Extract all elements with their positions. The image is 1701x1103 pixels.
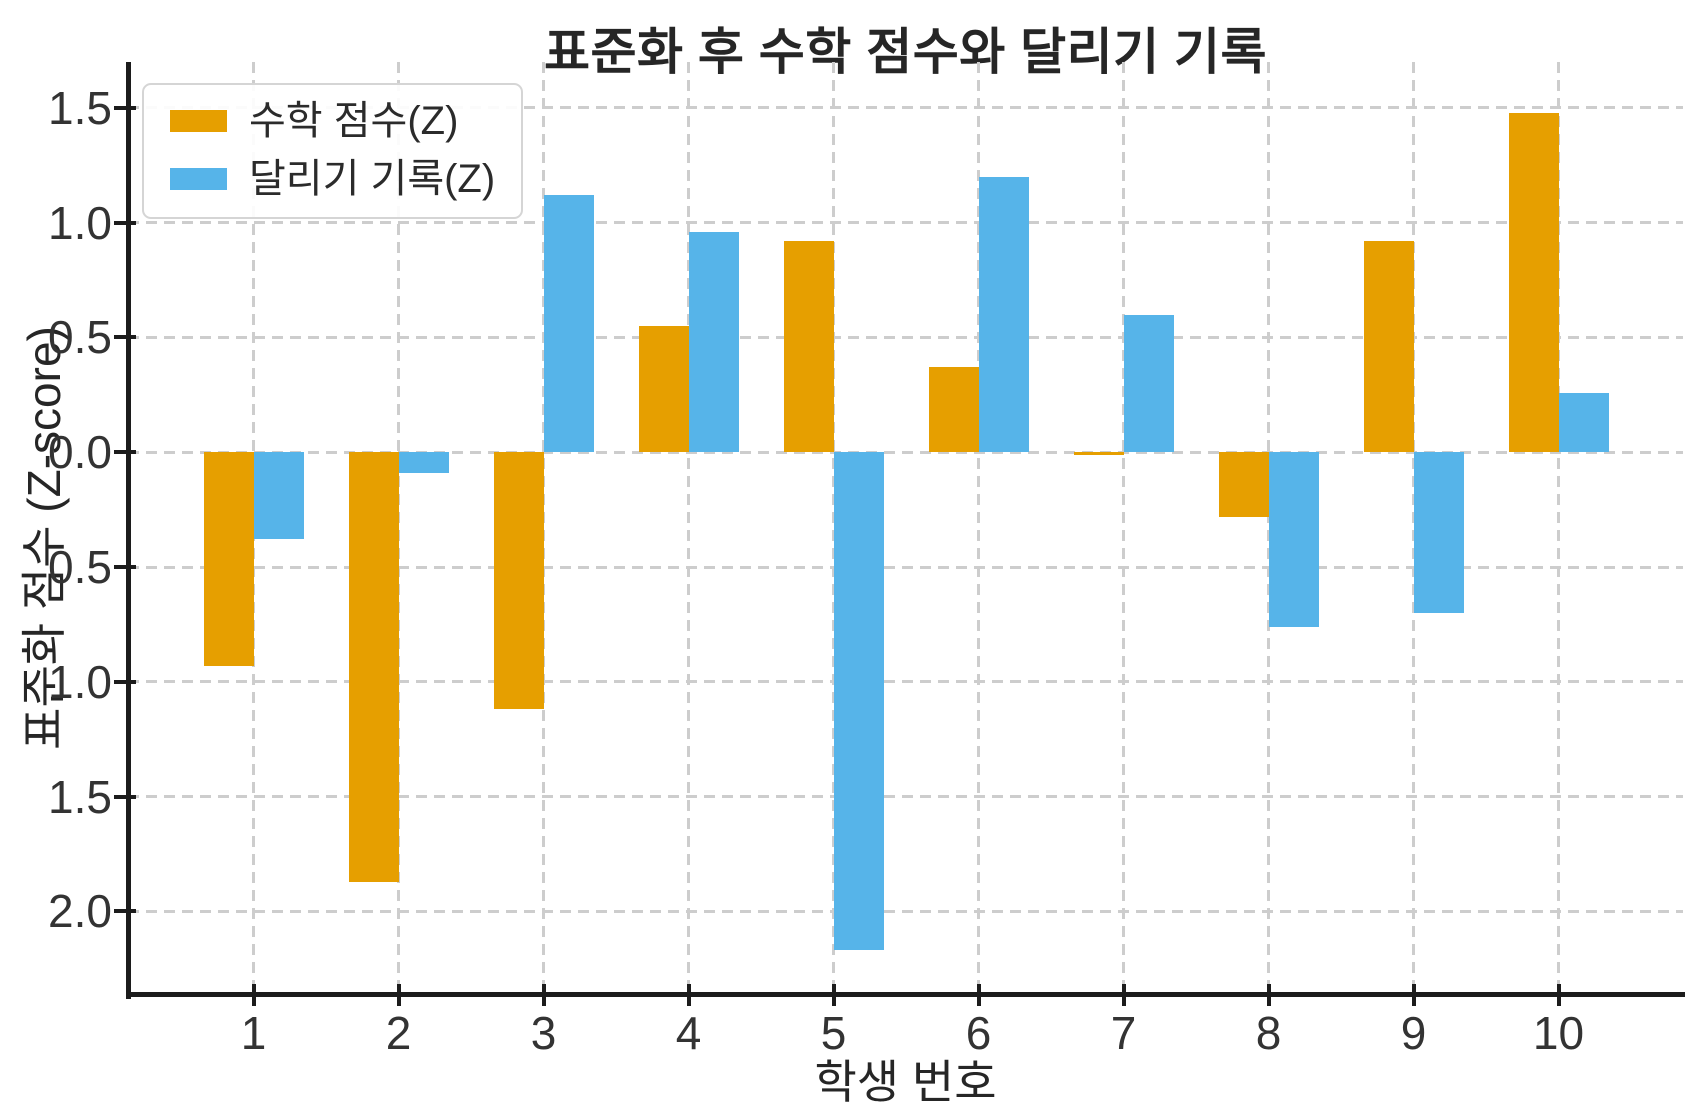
- bar-run-7: [1123, 314, 1174, 453]
- legend-item-math: 수학 점수(Z): [170, 99, 495, 143]
- x-tick-mark: [1266, 984, 1271, 1006]
- h-gridline: [128, 335, 1683, 339]
- h-gridline: [128, 450, 1683, 454]
- legend: 수학 점수(Z) 달리기 기록(Z): [142, 83, 524, 219]
- x-tick-label: 2: [385, 1007, 412, 1059]
- chart-title: 표준화 후 수학 점수와 달리기 기록: [544, 24, 1267, 80]
- x-tick-mark: [541, 984, 546, 1006]
- x-tick-mark: [686, 984, 691, 1006]
- plot-area: 1.5 1.0 0.5 0.0 0.5 1.0 1.5 2.0 1 2 3 4 5 6 7 8 9 10 수학 점…: [48, 62, 1685, 1056]
- legend-label-run: 달리기 기록(Z): [249, 157, 496, 201]
- x-tick-label: 10: [1532, 1007, 1585, 1059]
- x-tick-label: 1: [240, 1007, 267, 1059]
- y-tick-label: 0.5: [48, 311, 112, 364]
- x-tick-mark: [831, 984, 836, 1006]
- h-gridline: [128, 680, 1683, 684]
- h-gridline: [128, 106, 1683, 110]
- bar-math-8: [1218, 452, 1269, 517]
- bar-run-9: [1413, 452, 1464, 613]
- bar-math-5: [783, 241, 834, 453]
- x-tick-mark: [1411, 984, 1416, 1006]
- legend-label-math: 수학 점수(Z): [249, 99, 459, 143]
- v-gridline: [397, 62, 400, 994]
- x-tick-mark: [251, 984, 256, 1006]
- x-tick-label: 4: [675, 1007, 702, 1059]
- v-gridline: [1557, 62, 1560, 994]
- x-tick-label: 7: [1110, 1007, 1137, 1059]
- y-tick-mark: [114, 679, 136, 684]
- bar-run-2: [398, 452, 449, 473]
- h-gridline: [128, 795, 1683, 799]
- y-tick-label: 1.0: [48, 655, 112, 708]
- y-tick-label: 0.5: [48, 541, 112, 594]
- y-tick-mark: [114, 794, 136, 799]
- legend-item-run: 달리기 기록(Z): [170, 157, 495, 201]
- bar-run-10: [1558, 392, 1609, 453]
- bar-run-4: [688, 231, 739, 453]
- bar-run-1: [253, 452, 304, 540]
- y-tick-label: 0.0: [48, 426, 112, 479]
- bar-math-7: [1073, 452, 1124, 455]
- x-tick-mark: [1556, 984, 1561, 1006]
- h-gridline: [128, 565, 1683, 569]
- bar-math-4: [638, 325, 689, 453]
- x-tick-mark: [976, 984, 981, 1006]
- y-tick-mark: [114, 909, 136, 914]
- legend-swatch-math: [170, 110, 227, 132]
- v-gridline: [1122, 62, 1125, 994]
- bar-run-8: [1268, 452, 1319, 627]
- bar-math-9: [1363, 241, 1414, 453]
- bar-math-2: [348, 452, 399, 882]
- x-axis-spine: [126, 992, 1685, 997]
- x-axis-label: 학생 번호: [814, 1056, 997, 1103]
- x-tick-mark: [1121, 984, 1126, 1006]
- y-tick-label: 1.5: [48, 770, 112, 823]
- x-tick-label: 6: [965, 1007, 992, 1059]
- y-tick-mark: [114, 565, 136, 570]
- bar-math-6: [928, 367, 979, 453]
- y-tick-mark: [114, 220, 136, 225]
- v-gridline: [687, 62, 690, 994]
- h-gridline: [128, 221, 1683, 225]
- h-gridline: [128, 909, 1683, 913]
- x-tick-label: 5: [820, 1007, 847, 1059]
- bar-run-5: [833, 452, 884, 951]
- x-tick-label: 9: [1400, 1007, 1427, 1059]
- v-gridline: [542, 62, 545, 994]
- y-tick-label: 1.5: [48, 81, 112, 134]
- bar-math-10: [1508, 112, 1559, 453]
- x-tick-label: 3: [530, 1007, 557, 1059]
- y-tick-mark: [114, 450, 136, 455]
- bar-math-3: [493, 452, 544, 710]
- x-tick-mark: [396, 984, 401, 1006]
- bar-run-6: [978, 176, 1029, 453]
- y-tick-label: 1.0: [48, 196, 112, 249]
- y-tick-mark: [114, 105, 136, 110]
- x-tick-label: 8: [1255, 1007, 1282, 1059]
- y-tick-mark: [114, 335, 136, 340]
- y-tick-label: 2.0: [48, 885, 112, 938]
- bar-run-3: [543, 195, 594, 453]
- bar-math-1: [203, 452, 254, 666]
- v-gridline: [977, 62, 980, 994]
- legend-swatch-run: [170, 168, 227, 190]
- y-axis-spine: [126, 62, 131, 999]
